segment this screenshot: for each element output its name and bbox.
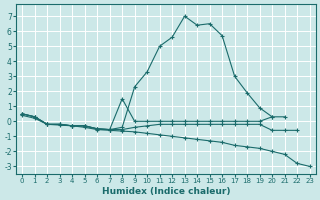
X-axis label: Humidex (Indice chaleur): Humidex (Indice chaleur): [102, 187, 230, 196]
